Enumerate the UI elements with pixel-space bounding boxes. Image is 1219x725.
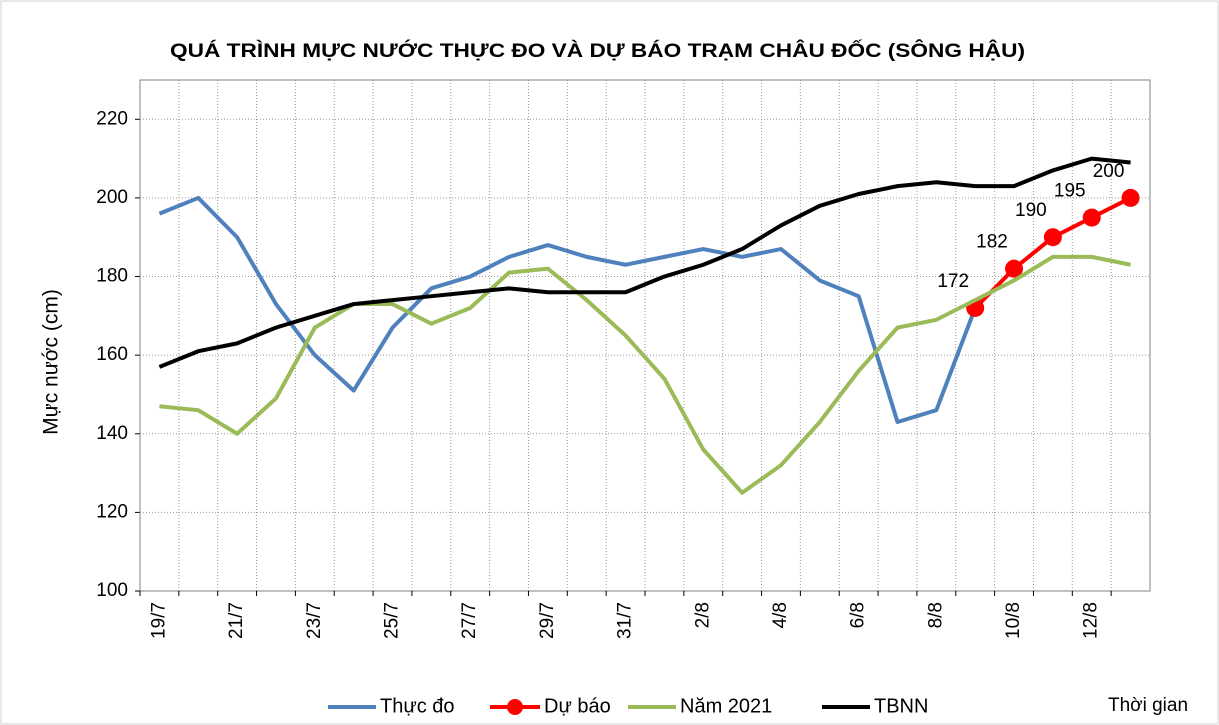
chart-title: QUÁ TRÌNH MỰC NƯỚC THỰC ĐO VÀ DỰ BÁO TRẠ… — [170, 40, 1025, 62]
series-line — [158, 195, 978, 424]
x-tick-label: 4/8 — [770, 602, 791, 628]
y-axis-label: Mực nước (cm) — [40, 289, 63, 435]
y-tick-label: 120 — [96, 501, 128, 522]
legend-marker — [507, 699, 523, 715]
data-label: 172 — [937, 271, 969, 292]
x-tick-label: 6/8 — [848, 602, 869, 628]
y-tick-label: 180 — [96, 266, 128, 287]
data-label: 200 — [1093, 161, 1125, 182]
legend-label: Dự báo — [544, 695, 611, 717]
point-marker — [1082, 208, 1101, 227]
y-tick-label: 200 — [96, 187, 128, 208]
y-tick-label: 100 — [96, 580, 128, 601]
y-tick-label: 160 — [96, 344, 128, 365]
y-tick-label: 140 — [96, 423, 128, 444]
x-tick-label: 29/7 — [537, 602, 558, 639]
x-tick-label: 8/8 — [925, 602, 946, 628]
x-tick-label: 27/7 — [459, 602, 480, 639]
x-tick-label: 25/7 — [382, 602, 403, 639]
point-marker — [1005, 259, 1024, 278]
series-line — [159, 254, 1131, 495]
x-tick-label: 19/7 — [148, 602, 169, 639]
x-tick-label: 10/8 — [1003, 602, 1024, 639]
data-label: 182 — [976, 232, 1008, 253]
y-tick-label: 220 — [96, 108, 128, 129]
x-tick-label: 12/8 — [1081, 602, 1102, 639]
point-marker — [1121, 188, 1140, 207]
legend-label: Năm 2021 — [680, 695, 772, 717]
x-tick-label: 31/7 — [615, 602, 636, 639]
x-tick-label: 21/7 — [226, 602, 247, 639]
x-tick-label: 23/7 — [304, 602, 325, 639]
data-label: 195 — [1054, 181, 1086, 202]
legend-label: TBNN — [874, 695, 928, 717]
x-tick-label: 2/8 — [692, 602, 713, 628]
legend-label: Thực đo — [380, 695, 455, 717]
x-axis-label: Thời gian — [1108, 695, 1188, 716]
data-label: 190 — [1015, 200, 1047, 221]
point-marker — [1043, 228, 1062, 247]
series-line — [158, 156, 1131, 369]
